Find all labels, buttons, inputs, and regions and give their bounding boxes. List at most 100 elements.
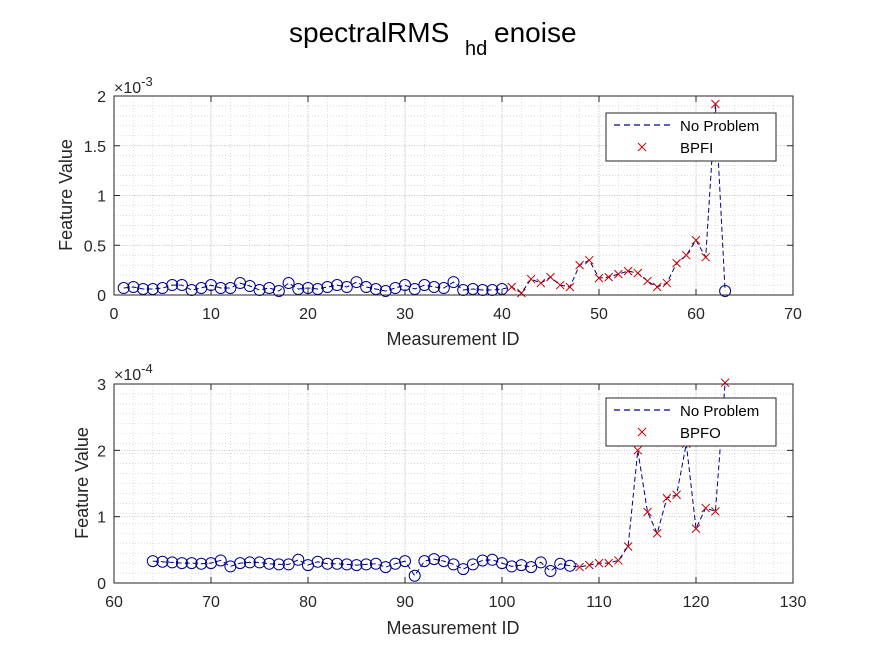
data-point-no-problem (418, 555, 431, 568)
data-point-no-problem (447, 558, 460, 571)
data-point-bpfo (701, 503, 711, 513)
data-point-no-problem (214, 282, 227, 295)
x-marker-stroke (681, 250, 691, 260)
data-point-no-problem (272, 285, 285, 298)
data-point-no-problem (253, 556, 266, 569)
y-tick-label: 1.5 (84, 139, 106, 156)
data-point-no-problem (428, 281, 441, 294)
data-point-bpfi (672, 258, 681, 268)
data-point-no-problem (224, 282, 237, 295)
x-marker-stroke (507, 282, 517, 292)
figure-title: spectralRMS hd enoise (289, 17, 577, 60)
data-point-no-problem (389, 557, 402, 570)
data-point-bpfi (546, 272, 555, 282)
x-marker-stroke (720, 378, 730, 388)
data-point-no-problem (156, 555, 169, 568)
x-marker-stroke (662, 278, 672, 288)
data-point-no-problem (457, 284, 470, 297)
x-tick-label: 70 (202, 594, 220, 611)
data-point-bpfi (643, 276, 652, 286)
grid-bpfo (114, 384, 793, 583)
data-point-no-problem (476, 284, 489, 297)
y-tick-label: 1 (97, 189, 106, 206)
data-point-bpfi (555, 280, 565, 290)
x-tick-label: 0 (110, 306, 119, 323)
legend-label-bpfi: BPFI (680, 140, 713, 157)
data-point-no-problem (331, 279, 344, 292)
data-point-bpfi (575, 260, 584, 270)
x-tick-label: 110 (586, 594, 612, 611)
data-point-no-problem (321, 557, 334, 570)
x-marker-stroke (701, 503, 711, 513)
data-point-bpfo (614, 556, 623, 565)
x-marker-stroke (643, 276, 652, 286)
x-tick-label: 70 (784, 306, 802, 323)
x-tick-label: 40 (493, 306, 511, 323)
data-point-bpfi (526, 274, 536, 284)
data-point-no-problem (447, 276, 460, 289)
tick-labels-bpfo: 60 70 80 90 100 110 120 130 0 1 2 3 (97, 377, 806, 611)
data-point-no-problem (505, 560, 518, 573)
y-tick-label: 0 (97, 288, 106, 305)
data-point-bpfi (633, 268, 643, 278)
data-point-no-problem (360, 281, 373, 294)
data-point-no-problem (719, 285, 732, 298)
exponent-label-bpfo: ×10-4 (114, 361, 153, 384)
exponent-label-bpfi: ×10-3 (114, 74, 153, 97)
data-point-bpfi (517, 288, 526, 298)
x-marker-stroke (555, 280, 565, 290)
y-tick-label: 3 (97, 377, 106, 394)
data-point-no-problem (515, 559, 528, 572)
legend-x-marker-bpfi (637, 142, 647, 152)
data-point-no-problem (311, 555, 324, 568)
y-tick-label: 2 (97, 443, 106, 460)
x-marker-stroke (652, 528, 662, 538)
x-tick-label: 120 (683, 594, 710, 611)
data-point-no-problem (360, 558, 373, 571)
x-marker-stroke (517, 288, 526, 298)
x-marker-stroke (643, 507, 652, 517)
data-point-no-problem (331, 557, 344, 570)
data-point-no-problem (185, 284, 198, 297)
data-point-no-problem (166, 279, 179, 292)
x-marker-stroke (536, 278, 546, 288)
series-line-no-problem (152, 382, 726, 577)
data-point-bpfi (662, 278, 672, 288)
data-point-bpfi (594, 273, 604, 283)
axes-box-bpfo (113, 383, 794, 584)
data-point-no-problem (205, 557, 217, 570)
legend-bpfo: No Problem BPFO (605, 397, 777, 447)
legend-bpfi: No Problem BPFI (605, 112, 777, 162)
x-tick-label: 20 (299, 306, 317, 323)
x-tick-label: 130 (780, 594, 807, 611)
data-point-no-problem (175, 279, 188, 292)
data-point-no-problem (350, 276, 363, 289)
data-point-bpfi (691, 235, 701, 245)
data-point-no-problem (166, 556, 179, 569)
data-point-no-problem (272, 558, 285, 571)
data-point-no-problem (253, 284, 266, 297)
data-point-bpfo (643, 507, 652, 517)
y-axis-label-bpfi: Feature Value (56, 139, 76, 251)
legend-label-bpfo: BPFO (680, 425, 721, 442)
x-tick-label: 50 (590, 306, 608, 323)
data-point-bpfi (701, 252, 711, 262)
x-marker-stroke (623, 266, 633, 276)
data-point-bpfi (584, 255, 594, 265)
data-point-bpfo (584, 560, 594, 570)
data-point-no-problem (457, 563, 470, 576)
data-point-bpfi (681, 250, 691, 260)
x-axis-label-bpfi: Measurement ID (386, 329, 519, 349)
x-tick-label: 10 (202, 306, 220, 323)
data-point-bpfi (536, 278, 546, 288)
x-marker-stroke (701, 252, 711, 262)
x-marker-stroke (584, 560, 594, 570)
data-point-no-problem (127, 281, 140, 294)
y-tick-label: 0.5 (84, 238, 106, 255)
data-point-no-problem (234, 557, 247, 570)
y-tick-label: 2 (97, 89, 106, 106)
data-point-no-problem (408, 569, 421, 582)
x-marker-stroke (711, 99, 720, 109)
data-point-no-problem (282, 558, 295, 571)
x-tick-label: 60 (105, 594, 123, 611)
